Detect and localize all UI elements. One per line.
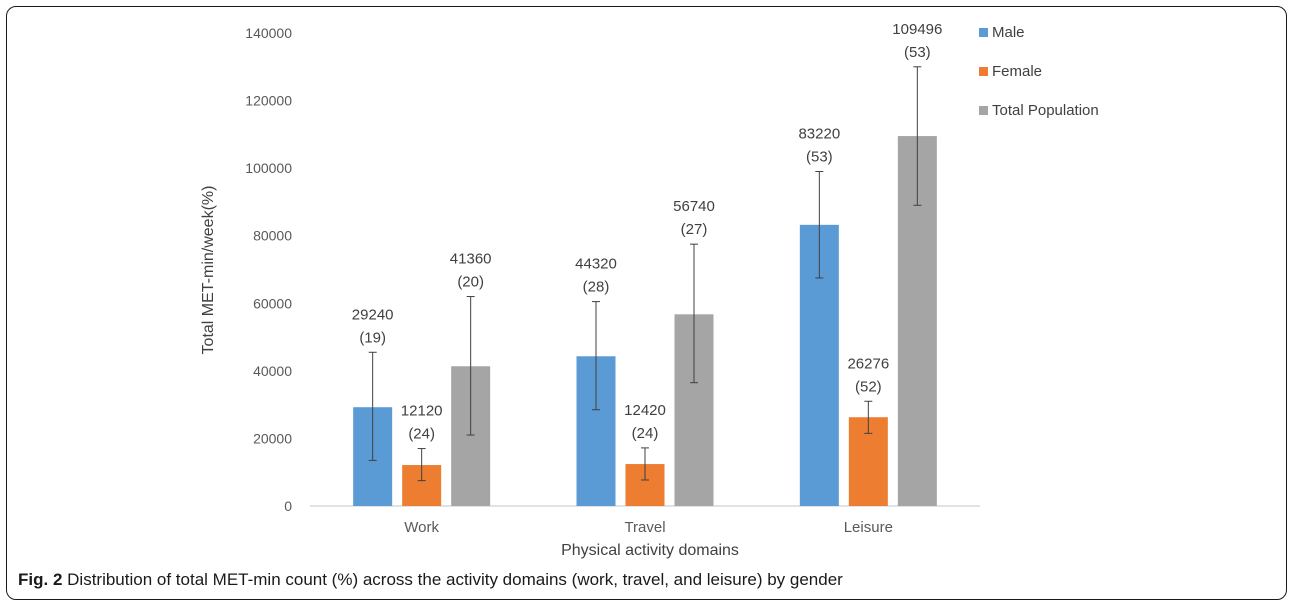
data-label-value: 41360 bbox=[450, 251, 492, 268]
data-label-percent: (52) bbox=[855, 378, 882, 395]
y-tick-label: 60000 bbox=[253, 295, 292, 311]
caption-text: Distribution of total MET-min count (%) … bbox=[67, 570, 843, 589]
y-axis-label: Total MET-min/week(%) bbox=[200, 186, 217, 355]
data-label-value: 56740 bbox=[673, 198, 715, 215]
data-label-percent: (28) bbox=[583, 279, 610, 296]
x-tick-label: Leisure bbox=[844, 519, 893, 536]
y-tick-label: 80000 bbox=[253, 228, 292, 244]
data-label-value: 12120 bbox=[401, 403, 443, 420]
figure-frame bbox=[6, 6, 1287, 600]
y-tick-label: 40000 bbox=[253, 363, 292, 379]
legend: Male Female Total Population bbox=[979, 24, 1099, 119]
data-labels-layer: 29240 (19) 12120 (24) 41360 (20) 44320 (28) 1242… bbox=[352, 21, 943, 443]
legend-label: Male bbox=[992, 24, 1025, 41]
x-tick-label: Work bbox=[404, 519, 439, 536]
legend-swatch bbox=[979, 28, 988, 37]
x-axis-ticks: Work Travel Leisure bbox=[404, 519, 893, 536]
data-label-value: 26276 bbox=[847, 355, 889, 372]
data-label-percent: (19) bbox=[359, 329, 386, 346]
legend-swatch bbox=[979, 67, 988, 76]
y-tick-label: 140000 bbox=[245, 25, 292, 41]
legend-label: Total Population bbox=[992, 102, 1099, 119]
data-label-value: 12420 bbox=[624, 402, 666, 419]
y-tick-label: 0 bbox=[284, 498, 292, 514]
data-label-percent: (24) bbox=[408, 426, 435, 443]
y-tick-label: 100000 bbox=[245, 160, 292, 176]
data-label-value: 29240 bbox=[352, 306, 394, 323]
data-label-percent: (53) bbox=[904, 44, 931, 61]
y-axis-ticks: 0 20000 40000 60000 80000 100000 120000 140000 bbox=[245, 25, 292, 514]
x-tick-label: Travel bbox=[624, 519, 665, 536]
data-label-value: 83220 bbox=[798, 126, 840, 143]
data-label-percent: (27) bbox=[681, 221, 708, 238]
data-label-value: 109496 bbox=[892, 21, 942, 38]
data-label-percent: (53) bbox=[806, 149, 833, 166]
x-axis-label: Physical activity domains bbox=[561, 542, 739, 559]
data-label-percent: (24) bbox=[632, 425, 659, 442]
legend-swatch bbox=[979, 106, 988, 115]
error-bars-layer bbox=[368, 66, 922, 482]
figure-caption: Fig. 2 Distribution of total MET-min cou… bbox=[18, 570, 843, 590]
caption-label: Fig. 2 bbox=[18, 570, 63, 589]
data-label-percent: (20) bbox=[457, 274, 484, 291]
y-tick-label: 120000 bbox=[245, 93, 292, 109]
data-label-value: 44320 bbox=[575, 256, 617, 273]
legend-label: Female bbox=[992, 63, 1042, 80]
y-tick-label: 20000 bbox=[253, 430, 292, 446]
